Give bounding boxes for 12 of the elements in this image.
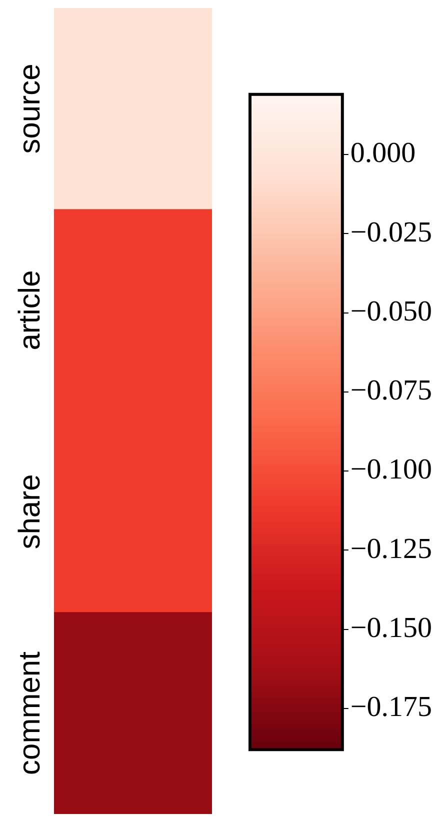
- color-bar-label: −0.125: [350, 532, 432, 565]
- y-tick-label: comment: [13, 650, 46, 775]
- y-tick-label: share: [13, 474, 46, 550]
- color-bar-label: −0.175: [350, 691, 432, 724]
- color-bar-label: −0.150: [350, 612, 432, 644]
- color-bar-label: −0.100: [350, 454, 432, 486]
- color-bar-label: 0.000: [350, 137, 416, 170]
- color-bar-label: −0.075: [350, 374, 432, 407]
- y-tick-label: article: [13, 270, 46, 350]
- color-bar-label: −0.025: [350, 216, 432, 248]
- color-bar-label: −0.050: [350, 295, 432, 328]
- y-tick-label: source: [13, 64, 46, 154]
